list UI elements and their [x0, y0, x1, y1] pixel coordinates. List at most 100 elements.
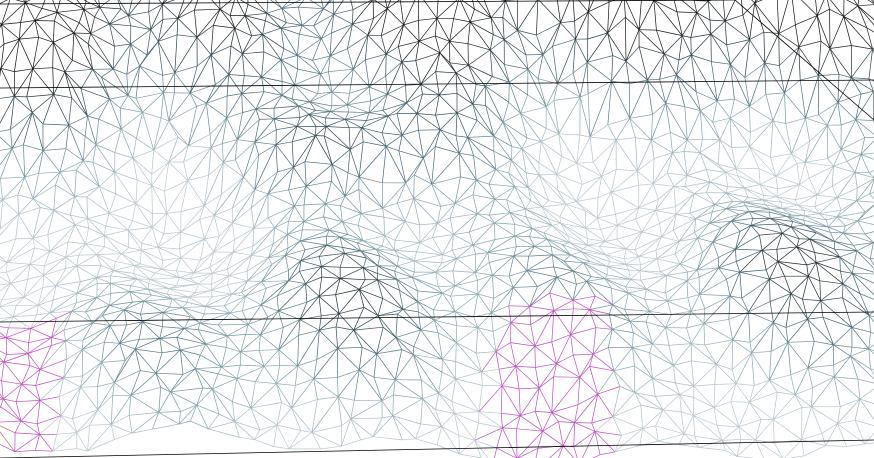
mesh-edge	[377, 278, 397, 281]
mesh-edge	[179, 272, 194, 278]
mesh-edge	[157, 246, 182, 259]
mesh-edge	[565, 203, 586, 212]
mesh-edge	[114, 172, 117, 195]
mesh-edge	[503, 39, 529, 70]
mesh-edge	[749, 211, 770, 213]
mesh-edge	[0, 238, 16, 245]
mesh-edge	[130, 43, 148, 56]
mesh-edge	[589, 309, 597, 328]
mesh-edge	[188, 296, 206, 307]
mesh-edge	[313, 359, 318, 379]
mesh-edge	[673, 186, 676, 207]
mesh-edge	[514, 186, 526, 210]
mesh-edge	[382, 102, 407, 111]
mesh-edge	[532, 225, 553, 229]
mesh-edge	[489, 49, 510, 83]
mesh-edge	[0, 68, 2, 77]
mesh-edge	[291, 141, 294, 168]
mesh-edge	[517, 30, 527, 56]
mesh-edge	[292, 135, 316, 143]
mesh-edge	[38, 285, 57, 306]
mesh-edge	[556, 156, 562, 175]
mesh-edge	[828, 226, 844, 234]
mesh-edge	[585, 227, 606, 242]
mesh-edge	[607, 32, 627, 62]
mesh-edge	[64, 60, 73, 72]
mesh-edge	[611, 80, 631, 119]
mesh-edge	[113, 261, 116, 271]
mesh-edge	[261, 255, 286, 282]
mesh-edge	[673, 365, 676, 383]
mesh-edge	[183, 145, 189, 163]
mesh-edge	[263, 51, 282, 61]
mesh-edge	[572, 39, 576, 74]
mesh-edge	[689, 204, 715, 214]
mesh-edge	[98, 0, 101, 8]
mesh-edge	[563, 254, 571, 262]
mesh-edge	[809, 238, 816, 253]
mesh-edge	[274, 205, 295, 228]
mesh-edge	[199, 322, 219, 326]
mesh-edge	[110, 395, 132, 425]
mesh-edge	[652, 327, 666, 345]
mesh-edge	[387, 102, 407, 117]
mesh-edge	[414, 254, 443, 262]
mesh-edge	[99, 0, 111, 8]
mesh-edge	[699, 294, 731, 297]
mesh-edge	[245, 334, 261, 336]
mesh-edge	[749, 402, 762, 420]
mesh-edge	[57, 8, 84, 13]
mesh-edge	[612, 55, 627, 62]
mesh-edge	[731, 220, 752, 226]
mesh-edge	[843, 16, 852, 46]
mesh-edge	[247, 257, 269, 282]
mesh-edge	[53, 209, 71, 216]
mesh-edge	[763, 32, 766, 64]
mesh-edge	[583, 262, 606, 279]
mesh-edge	[814, 252, 817, 263]
mesh-edge	[759, 232, 783, 236]
mesh-edge	[853, 250, 858, 266]
mesh-edge	[604, 225, 618, 242]
mesh-edge	[562, 242, 570, 245]
mesh-edge	[458, 153, 461, 177]
mesh-edge	[860, 137, 866, 155]
mesh-edge	[488, 169, 497, 185]
mesh-edge	[582, 248, 606, 256]
mesh-edge	[361, 213, 384, 218]
mesh-edge	[483, 0, 492, 18]
mesh-edge	[776, 196, 798, 206]
mesh-edge	[703, 323, 706, 346]
mesh-edge	[353, 369, 360, 401]
mesh-edge	[572, 299, 590, 310]
mesh-edge	[335, 278, 341, 295]
mesh-edge	[117, 0, 122, 10]
mesh-edge	[319, 330, 338, 349]
mesh-edge	[202, 387, 213, 390]
mesh-edge	[285, 249, 306, 256]
mesh-edge	[298, 101, 311, 107]
mesh-edge	[538, 387, 553, 413]
mesh-edge	[276, 365, 281, 384]
mesh-edge	[396, 279, 400, 291]
mesh-edge	[137, 179, 152, 186]
mesh-edge	[612, 292, 629, 306]
mesh-edge	[454, 413, 460, 436]
mesh-edge	[678, 231, 695, 242]
mesh-edge	[133, 273, 138, 280]
mesh-edge	[586, 281, 596, 297]
mesh-edge	[324, 117, 327, 127]
mesh-edge	[97, 382, 115, 387]
mesh-edge	[63, 359, 67, 379]
mesh-edge	[503, 39, 527, 56]
mesh-edge	[597, 386, 621, 395]
mesh-edge	[478, 422, 503, 429]
mesh-edge	[709, 222, 722, 229]
mesh-edge	[477, 213, 490, 216]
mesh-edge	[267, 171, 278, 194]
mesh-edge	[59, 148, 67, 173]
mesh-edge	[53, 94, 70, 126]
mesh-edge	[298, 105, 310, 115]
mesh-edge	[87, 115, 97, 145]
